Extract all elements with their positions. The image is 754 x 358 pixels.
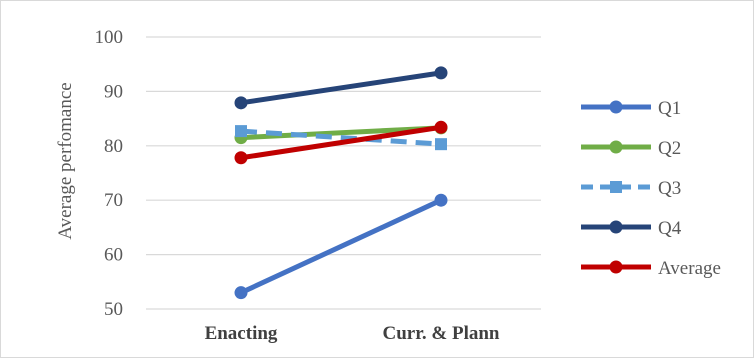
legend-item-q2: Q2: [581, 138, 681, 159]
data-point: [234, 151, 248, 165]
series-line: [240, 128, 442, 147]
legend-marker: [610, 181, 622, 193]
series-q1: [234, 193, 448, 300]
legend-marker: [609, 100, 623, 114]
legend-label: Q2: [658, 138, 681, 159]
data-point: [234, 96, 248, 110]
y-tick-label: 50: [104, 299, 123, 320]
x-tick-label: Enacting: [205, 323, 278, 344]
legend-marker: [609, 220, 623, 234]
series-average: [234, 120, 448, 165]
legend-label: Q1: [658, 98, 681, 119]
y-tick-label: 70: [104, 190, 123, 211]
legend-item-q1: Q1: [581, 98, 681, 119]
data-point: [235, 125, 247, 138]
series-lines: [234, 66, 448, 300]
legend-item-q4: Q4: [581, 218, 682, 239]
gridlines: [146, 36, 541, 310]
x-axis-ticks: Enacting Curr. & Plann: [205, 323, 500, 344]
series-line: [238, 197, 444, 296]
series-line: [238, 125, 444, 141]
y-tick-label: 100: [95, 27, 124, 48]
x-tick-label: Curr. & Plann: [382, 323, 499, 344]
data-point: [434, 193, 448, 207]
data-point: [434, 120, 448, 134]
series-q3: [235, 125, 447, 151]
data-point: [435, 138, 447, 151]
legend-label: Q3: [658, 178, 681, 199]
y-axis-ticks: 50 60 70 80 90 100: [95, 27, 124, 320]
series-line: [238, 70, 444, 106]
legend-marker: [609, 260, 623, 274]
data-point: [434, 66, 448, 80]
data-point: [234, 286, 248, 300]
y-tick-label: 80: [104, 136, 123, 157]
legend-item-q3: Q3: [581, 178, 681, 199]
legend-label: Average: [658, 258, 721, 279]
series-q4: [234, 66, 448, 110]
legend: Q1 Q2 Q3 Q4 Average: [581, 98, 721, 279]
legend-label: Q4: [658, 218, 682, 239]
series-line: [238, 124, 444, 161]
legend-item-average: Average: [581, 258, 721, 279]
y-tick-label: 60: [104, 245, 123, 266]
legend-marker: [609, 140, 623, 154]
y-tick-label: 90: [104, 81, 123, 102]
y-axis-title: Average perfomance: [55, 82, 76, 239]
